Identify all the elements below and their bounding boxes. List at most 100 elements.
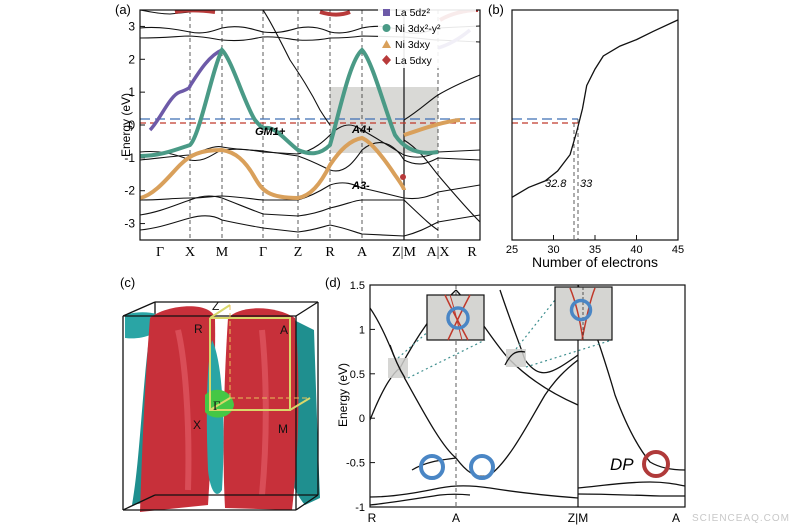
- dirac-crossing-box-2: [506, 349, 526, 367]
- annot-32-8: 32.8: [545, 178, 567, 190]
- panel-a-ytick-label: -2: [124, 184, 135, 198]
- panel-b-xtick-label: 25: [506, 244, 518, 256]
- highlight-circle-1: [419, 454, 445, 480]
- annot-dp: DP: [610, 455, 634, 474]
- panel-a-xtick-label: Z|M: [392, 245, 416, 260]
- panel-d-ytick-label: 0.5: [350, 369, 365, 381]
- panel-a-xtick-label: A: [357, 245, 368, 260]
- fermi-surface-red-highlight-b: [259, 329, 269, 496]
- band-ni-3dx2y2: [140, 46, 439, 158]
- panel-b-label: (b): [488, 2, 504, 17]
- panel-b: (b) 25 30 35 40 45 Number of electrons 32.8 …: [488, 2, 684, 270]
- panel-d-ytick-label: 1: [359, 324, 365, 336]
- panel-a-ytick-label: 0: [128, 118, 135, 132]
- panel-a-ylabel: Energy (eV): [119, 93, 133, 157]
- legend-marker-ni3dxy: [382, 40, 391, 48]
- panel-a-xtick-label: Z: [294, 245, 303, 260]
- legend-label-la5dxy: La 5dxy: [395, 55, 433, 67]
- panel-d-xtick-label: Z|M: [568, 511, 588, 525]
- panel-d-xtick-label: A: [672, 511, 680, 525]
- panel-a-bands: [140, 10, 480, 240]
- panel-b-xtick-label: 35: [589, 244, 601, 256]
- legend-label-la5dz2: La 5dz²: [395, 7, 431, 19]
- panel-c: (c): [120, 275, 320, 512]
- annot-a3: A3-: [351, 180, 370, 192]
- panel-b-xtick-label: 40: [630, 244, 642, 256]
- highlight-circle-2: [469, 454, 495, 480]
- panel-a-xtick-label: R: [467, 245, 477, 260]
- panel-d-ytick-label: 0: [359, 413, 365, 425]
- panel-d-ytick-label: -0.5: [346, 458, 365, 470]
- panel-a-xticks: Γ X M Γ Z R A Z|M A|X R: [156, 245, 477, 260]
- band-ni-3dxy: [140, 135, 406, 201]
- panel-b-xtick-label: 30: [547, 244, 559, 256]
- legend-label-ni3dxy: Ni 3dxy: [395, 39, 431, 51]
- panel-d-xtick-label: R: [368, 511, 377, 525]
- panel-c-label: (c): [120, 275, 135, 290]
- annot-a4: A4+: [351, 124, 373, 136]
- panel-a-label: (a): [115, 2, 131, 17]
- panel-d-ylabel: Energy (eV): [336, 363, 350, 427]
- annot-33: 33: [580, 178, 593, 190]
- band-la-5dxy-point: [400, 174, 406, 180]
- bz-label-x: X: [193, 418, 201, 432]
- panel-d-frame: [369, 284, 686, 508]
- panel-d-xtick-label: A: [452, 511, 460, 525]
- legend-marker-la5dxy: [382, 55, 391, 65]
- inset-zoom-2: [554, 286, 613, 341]
- panel-d-yticks: 1.5 1 0.5 0 -0.5 -1: [346, 280, 375, 514]
- panel-a-ytick-label: -3: [124, 217, 135, 231]
- watermark: SCIENCEAQ.COM: [691, 513, 790, 524]
- fermi-surface-red-highlight: [175, 329, 192, 491]
- panel-d-band-lines: [370, 285, 685, 506]
- band-la-5dxy: [174, 10, 216, 14]
- panel-d-ytick-label: 1.5: [350, 280, 365, 292]
- legend-marker-ni3dx2y2: [382, 24, 391, 32]
- legend-label-ni3dx2y2: Ni 3dx²-y²: [395, 23, 441, 35]
- panel-a-xtick-label: A|X: [426, 245, 449, 260]
- bz-box-front: [122, 301, 319, 511]
- panel-a-frame: [139, 9, 481, 241]
- panel-a-xtick-label: Γ: [156, 245, 164, 260]
- panel-b-curve: [511, 19, 679, 198]
- irreducible-wedge: [209, 304, 311, 411]
- panel-d-label: (d): [325, 275, 341, 290]
- panel-a-ytick-label: 3: [128, 19, 135, 33]
- bz-label-m: M: [278, 422, 288, 436]
- panel-d-bands: [370, 285, 685, 507]
- panel-a-xtick-label: X: [185, 245, 195, 260]
- bz-label-a: A: [280, 323, 288, 337]
- band-la-5dxy-b: [319, 10, 351, 17]
- panel-a-yticks: 3 2 1 0 -1 -2 -3: [124, 19, 145, 231]
- annot-gm1: GM1+: [255, 126, 286, 138]
- panel-b-xticks: 25 30 35 40 45: [506, 235, 684, 256]
- band-la-5dz2: [148, 48, 223, 132]
- dirac-crossing-line-2: [504, 350, 526, 366]
- panel-a-xtick-label: Γ: [259, 245, 267, 260]
- panel-a-ytick-label: 2: [128, 52, 135, 66]
- legend-marker-la5dz2: [383, 9, 390, 16]
- panel-a: (a) Energy (eV) 3 2 1 0 -1 -2 -3 Γ X M Γ Z R A Z|M A|X…: [115, 2, 481, 260]
- dirac-crossing-box-1: [388, 358, 408, 378]
- panel-a-legend: La 5dz² Ni 3dx²-y² Ni 3dxy La 5dxy: [378, 2, 476, 68]
- panel-b-xtick-label: 45: [672, 244, 684, 256]
- panel-a-xtick-label: M: [216, 245, 229, 260]
- bz-label-r: R: [194, 322, 203, 336]
- panel-b-frame: [511, 9, 679, 241]
- band-ni-3dxy-b: [403, 118, 461, 137]
- dirac-crossing-line-1: [389, 344, 406, 379]
- bz-label-z: Z: [212, 299, 219, 313]
- panel-a-ytick-label: -1: [124, 151, 135, 165]
- zoom-connectors: [397, 299, 613, 379]
- panel-d-xticks: R A Z|M A: [368, 511, 680, 525]
- panel-b-xlabel: Number of electrons: [532, 254, 658, 270]
- panel-d: (d) Energy (eV) 1.5 1 0.5 0 -0.5 -1 R A Z|M A: [325, 275, 686, 525]
- bz-label-gamma: Γ: [213, 398, 221, 413]
- fermi-surface-red-left: [140, 306, 216, 512]
- wedge-guides: [229, 305, 310, 399]
- highlight-circle-dp: [642, 450, 670, 478]
- panel-d-ytick-label: -1: [355, 502, 365, 514]
- inset-zoom-1: [426, 294, 485, 341]
- panel-a-xtick-label: R: [325, 245, 335, 260]
